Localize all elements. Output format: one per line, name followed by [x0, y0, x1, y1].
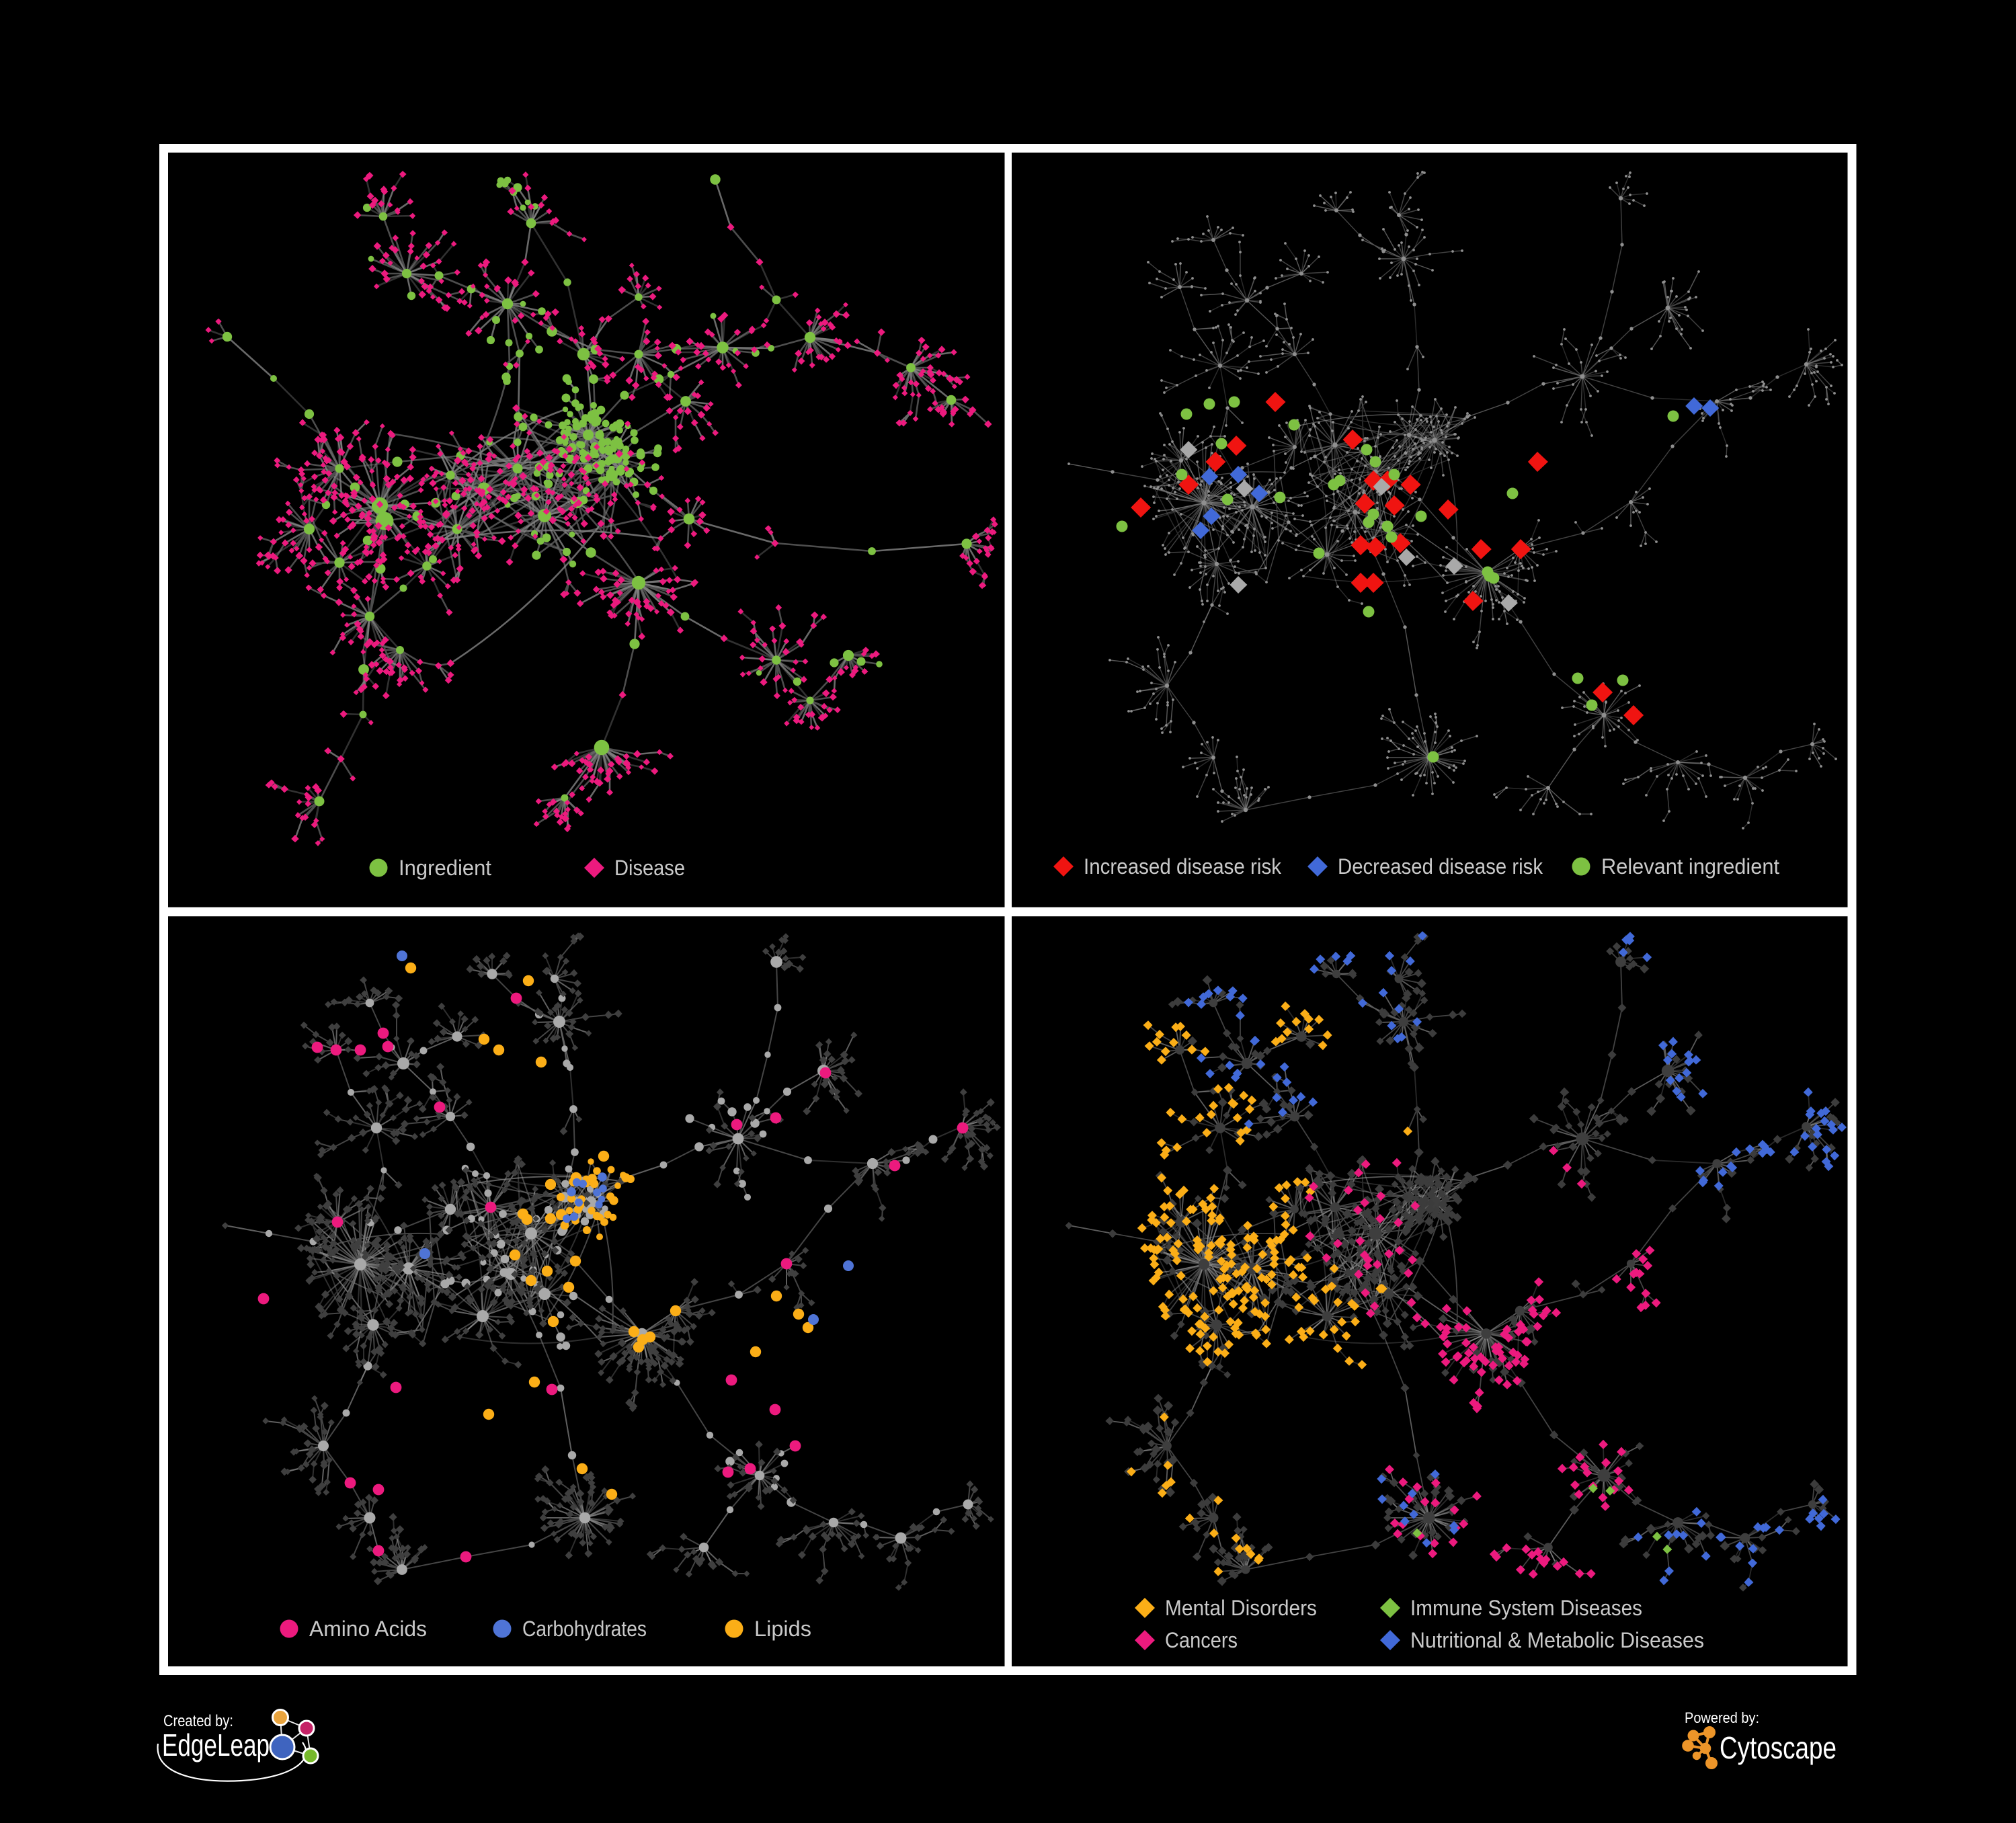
svg-text:Decreased disease risk: Decreased disease risk — [1338, 854, 1543, 879]
svg-text:Cytoscape: Cytoscape — [1720, 1730, 1837, 1765]
svg-text:EdgeLeap: EdgeLeap — [162, 1728, 270, 1763]
svg-text:Lipids: Lipids — [754, 1617, 811, 1641]
svg-text:Carbohydrates: Carbohydrates — [522, 1617, 647, 1641]
svg-text:Relevant ingredient: Relevant ingredient — [1601, 854, 1779, 879]
svg-text:Powered by:: Powered by: — [1685, 1709, 1759, 1726]
svg-text:Immune System Diseases: Immune System Diseases — [1410, 1596, 1642, 1620]
svg-text:Mental Disorders: Mental Disorders — [1165, 1596, 1317, 1620]
svg-text:Disease: Disease — [614, 856, 685, 880]
svg-text:Nutritional & Metabolic Diseas: Nutritional & Metabolic Diseases — [1410, 1628, 1704, 1652]
svg-text:Increased disease risk: Increased disease risk — [1084, 854, 1282, 879]
svg-text:Cancers: Cancers — [1165, 1628, 1238, 1652]
svg-text:Ingredient: Ingredient — [399, 856, 491, 880]
svg-text:Created by:: Created by: — [163, 1712, 233, 1730]
svg-text:Amino Acids: Amino Acids — [309, 1617, 427, 1641]
